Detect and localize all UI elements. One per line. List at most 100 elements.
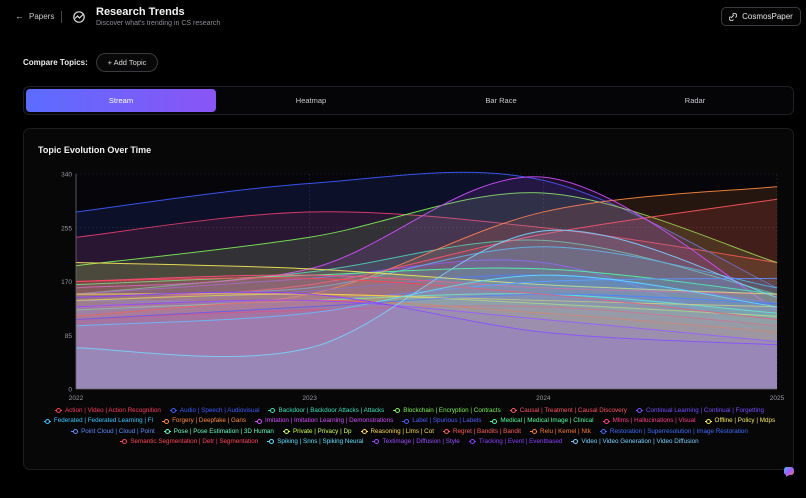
series-area — [76, 274, 777, 389]
tab-stream[interactable]: Stream — [26, 89, 216, 112]
legend-swatch-icon — [120, 439, 128, 445]
series-line — [75, 176, 778, 311]
tab-bar-race[interactable]: Bar Race — [485, 96, 517, 105]
legend-label: Regret | Bandits | Bandit — [452, 427, 522, 435]
y-tick-label: 85 — [65, 333, 73, 340]
legend-item[interactable]: Point Cloud | Cloud | Point — [71, 427, 155, 436]
legend-swatch-icon — [468, 439, 476, 445]
legend-swatch-icon — [530, 429, 538, 435]
legend-swatch-icon — [282, 429, 290, 435]
legend-swatch-icon — [571, 439, 579, 445]
series-area — [76, 199, 777, 389]
legend-swatch-icon — [635, 408, 643, 414]
legend-label: Causal | Treatment | Causal Discovery — [519, 407, 627, 414]
legend-swatch-icon — [442, 429, 450, 435]
link-icon — [729, 12, 738, 21]
legend-item[interactable]: Medical | Medical Image | Clinical — [490, 416, 594, 425]
header-divider — [61, 11, 62, 23]
legend-swatch-icon — [268, 408, 276, 414]
legend-item[interactable]: Audio | Speech | Audiovisual — [169, 406, 260, 415]
y-tick-label: 170 — [61, 279, 72, 286]
legend-item[interactable]: Forgery | Deepfake | Gans — [162, 416, 246, 425]
chart-legend: Action | Video | Action Recognition Audio… — [36, 406, 783, 447]
series-area — [76, 300, 777, 389]
legend-item[interactable]: Relu | Kernel | Ntk — [530, 427, 591, 436]
page-subtitle: Discover what's trending in CS research — [96, 20, 221, 27]
x-tick-label: 2022 — [69, 395, 84, 402]
legend-swatch-icon — [602, 418, 610, 424]
legend-item[interactable]: Semantic Segmentation | Detr | Segmentat… — [120, 437, 258, 446]
series-line — [75, 305, 778, 327]
legend-item[interactable]: Causal | Treatment | Causal Discovery — [509, 406, 627, 415]
legend-item[interactable]: Private | Privacy | Dp — [282, 427, 352, 436]
brand-label: CosmosPaper — [742, 12, 793, 21]
legend-item[interactable]: Tracking | Event | Eventbased — [468, 437, 562, 446]
legend-swatch-icon — [71, 429, 79, 435]
series-area — [76, 300, 777, 389]
legend-swatch-icon — [393, 408, 401, 414]
legend-label: Blockchain | Encryption | Contracts — [403, 407, 501, 414]
legend-swatch-icon — [43, 418, 51, 424]
legend-swatch-icon — [599, 429, 607, 435]
series-area — [76, 305, 777, 389]
series-line — [75, 293, 778, 320]
legend-item[interactable]: Label | Spurious | Labels — [402, 416, 481, 425]
legend-label: Reasoning | Llms | Cot — [370, 427, 434, 435]
series-line — [75, 239, 778, 295]
legend-label: Restoration | Superresolution | Image Re… — [609, 427, 748, 435]
legend-item[interactable]: Restoration | Superresolution | Image Re… — [599, 427, 748, 436]
cosmospaper-button[interactable]: CosmosPaper — [721, 7, 801, 26]
add-topic-button[interactable]: + Add Topic — [96, 53, 158, 72]
legend-item[interactable]: Regret | Bandits | Bandit — [442, 427, 522, 436]
tab-heatmap[interactable]: Heatmap — [295, 96, 327, 105]
legend-label: Relu | Kernel | Ntk — [540, 427, 591, 435]
legend-item[interactable]: Federated | Federated Learning | Fl — [43, 416, 153, 425]
series-line — [75, 192, 778, 267]
back-to-papers-link[interactable]: ← Papers — [15, 11, 54, 21]
legend-swatch-icon — [169, 408, 177, 414]
legend-item[interactable]: Backdoor | Backdoor Attacks | Attacks — [268, 406, 384, 415]
x-tick-label: 2023 — [302, 395, 317, 402]
legend-item[interactable]: Pose | Pose Estimation | 3D Human — [163, 427, 274, 436]
legend-swatch-icon — [360, 429, 368, 435]
series-line — [75, 274, 778, 295]
legend-item[interactable]: Video | Video Generation | Video Diffusi… — [571, 437, 699, 446]
series-area — [76, 268, 777, 389]
series-line — [75, 299, 778, 343]
legend-label: Video | Video Generation | Video Diffusi… — [581, 438, 699, 446]
view-tabs: Stream Heatmap Bar Race Radar — [23, 86, 794, 115]
legend-label: Medical | Medical Image | Clinical — [500, 417, 594, 425]
legend-item[interactable]: Spiking | Snns | Spiking Neural — [267, 437, 363, 446]
series-line — [75, 198, 778, 301]
tab-radar[interactable]: Radar — [684, 96, 706, 105]
legend-item[interactable]: Blockchain | Encryption | Contracts — [393, 406, 501, 415]
legend-item[interactable]: Imitation | Imitation Learning | Demonst… — [255, 416, 393, 425]
back-link-label: Papers — [29, 11, 55, 21]
legend-item[interactable]: Offline | Policy | Mdps — [704, 416, 775, 425]
legend-item[interactable]: Action | Video | Action Recognition — [54, 406, 161, 415]
legend-label: Point Cloud | Cloud | Point — [81, 427, 155, 435]
series-line — [75, 293, 778, 317]
series-area — [76, 230, 777, 389]
legend-label: Audio | Speech | Audiovisual — [179, 407, 260, 414]
x-tick-label: 2025 — [770, 395, 785, 402]
legend-item[interactable]: Continual Learning | Continual | Forgett… — [635, 406, 764, 415]
series-line — [75, 229, 778, 358]
series-line — [75, 274, 778, 327]
legend-label: Backdoor | Backdoor Attacks | Attacks — [278, 407, 385, 414]
legend-label: Textimage | Diffusion | Style — [382, 438, 460, 446]
series-area — [76, 186, 777, 389]
legend-label: Action | Video | Action Recognition — [64, 407, 161, 414]
assistant-icon[interactable] — [783, 465, 797, 479]
legend-swatch-icon — [162, 418, 170, 424]
legend-item[interactable]: Mllms | Hallucinations | Visual — [602, 416, 696, 425]
legend-swatch-icon — [490, 418, 498, 424]
legend-swatch-icon — [704, 418, 712, 424]
legend-swatch-icon — [402, 418, 410, 424]
series-area — [76, 292, 777, 389]
legend-item[interactable]: Reasoning | Llms | Cot — [360, 427, 434, 436]
series-area — [76, 211, 777, 389]
legend-swatch-icon — [54, 408, 62, 414]
series-line — [75, 293, 778, 314]
legend-item[interactable]: Textimage | Diffusion | Style — [372, 437, 460, 446]
